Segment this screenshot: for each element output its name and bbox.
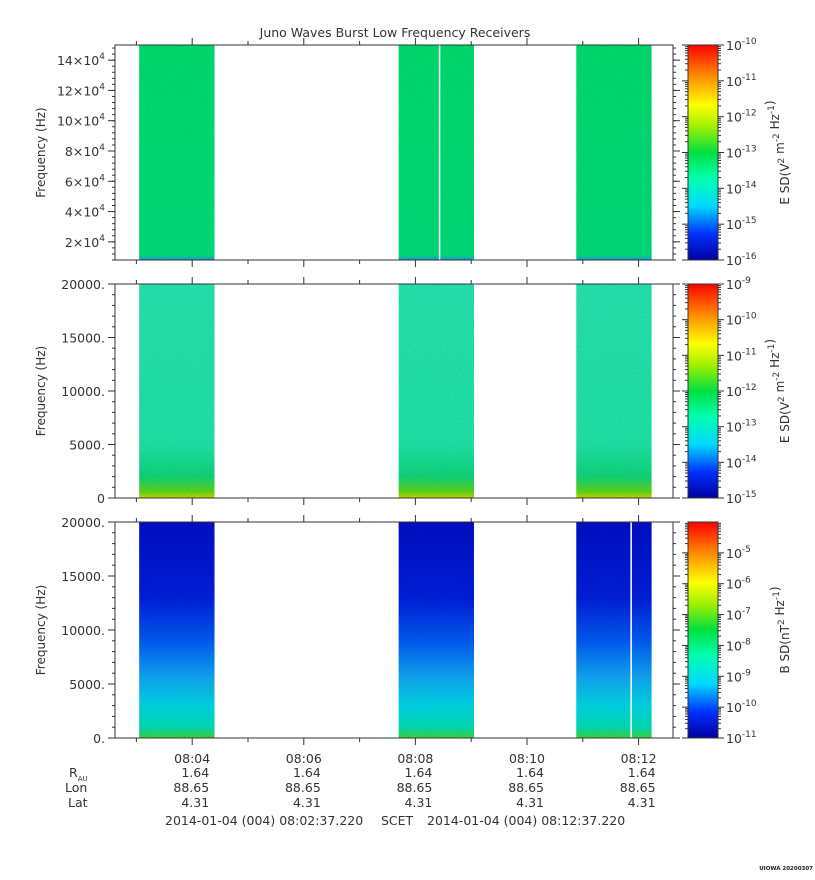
ytick-label-bottom: 0. bbox=[93, 731, 105, 746]
colorbar-label-middle: 10-12 bbox=[726, 383, 757, 399]
ephemeris-value: 88.65 bbox=[619, 780, 656, 795]
colorbar-label-middle: 10-9 bbox=[726, 276, 751, 292]
ephemeris-value: 4.31 bbox=[181, 795, 210, 810]
ephemeris-label-subscript: AU bbox=[77, 775, 88, 783]
zlabel-middle: E SD(V2 m-2 Hz-1) bbox=[763, 339, 792, 443]
ytick-label-bottom: 10000. bbox=[61, 623, 105, 638]
ytick-label-middle: 0 bbox=[97, 491, 105, 506]
colorbar-label-bottom: 10-10 bbox=[726, 699, 757, 715]
footer-end-time: 2014-01-04 (004) 08:12:37.220 bbox=[427, 813, 626, 828]
colorbar-label-bottom: 10-9 bbox=[726, 668, 751, 684]
spectrogram-texture-top-3 bbox=[576, 45, 652, 260]
colorbar-label-bottom: 10-8 bbox=[726, 637, 751, 653]
spectrogram-texture-top-1 bbox=[139, 45, 215, 260]
ephemeris-value: 88.65 bbox=[173, 780, 210, 795]
ephemeris-value: 1.64 bbox=[627, 765, 656, 780]
colorbar-label-top: 10-14 bbox=[726, 180, 757, 196]
colorbar-label-top: 10-11 bbox=[726, 73, 757, 89]
colorbar-label-middle: 10-14 bbox=[726, 454, 757, 470]
colorbar-label-bottom: 10-6 bbox=[726, 576, 751, 592]
ytick-label-bottom: 20000. bbox=[61, 515, 105, 530]
colorbar-label-bottom: 10-11 bbox=[726, 730, 757, 746]
xtick-label: 08:06 bbox=[286, 751, 322, 766]
footer-start-time: 2014-01-04 (004) 08:02:37.220 bbox=[165, 813, 364, 828]
ytick-label-top: 14×104 bbox=[57, 52, 105, 68]
ephemeris-value: 1.64 bbox=[404, 765, 433, 780]
colorbar-label-top: 10-15 bbox=[726, 216, 757, 232]
uiowa-stamp: UIOWA 20200307 bbox=[759, 866, 813, 872]
spectrogram-texture-bottom-1 bbox=[139, 522, 215, 738]
spectrogram-texture-bottom-2 bbox=[398, 522, 474, 738]
xtick-label: 08:10 bbox=[509, 751, 545, 766]
colorbar-label-top: 10-13 bbox=[726, 145, 757, 161]
ephemeris-value: 1.64 bbox=[516, 765, 544, 780]
ylabel-bottom: Frequency (Hz) bbox=[34, 585, 48, 676]
ephemeris-value: 4.31 bbox=[516, 795, 544, 810]
ytick-label-middle: 15000. bbox=[61, 331, 105, 346]
zlabel-bottom: B SD(nT2 Hz-1) bbox=[768, 586, 792, 673]
xtick-label: 08:04 bbox=[174, 751, 210, 766]
ytick-label-bottom: 5000. bbox=[69, 677, 105, 692]
ytick-label-top: 8×104 bbox=[65, 143, 105, 159]
chart-title: Juno Waves Burst Low Frequency Receivers bbox=[259, 25, 531, 40]
ylabel-middle: Frequency (Hz) bbox=[34, 346, 48, 437]
colorbar-label-top: 10-12 bbox=[726, 109, 757, 125]
colorbar-label-middle: 10-15 bbox=[726, 490, 757, 506]
ephemeris-value: 1.64 bbox=[181, 765, 210, 780]
colorbar-label-middle: 10-13 bbox=[726, 419, 757, 435]
ytick-label-bottom: 15000. bbox=[61, 569, 105, 584]
plot-frame-top bbox=[114, 44, 674, 261]
xtick-label: 08:08 bbox=[397, 751, 433, 766]
spectrogram-texture-middle-2 bbox=[398, 284, 474, 498]
ephemeris-value: 88.65 bbox=[396, 780, 433, 795]
ytick-label-middle: 20000. bbox=[61, 277, 105, 292]
ephemeris-value: 4.31 bbox=[627, 795, 656, 810]
spectrogram-texture-middle-3 bbox=[576, 284, 652, 498]
colorbar-bottom bbox=[687, 521, 719, 739]
panel-bottom: 0. 5000. 10000. 15000. 20000. Frequency (Hz) 1… bbox=[34, 515, 792, 746]
colorbar-label-top: 10-16 bbox=[726, 252, 757, 268]
ephemeris-value: 88.65 bbox=[508, 780, 544, 795]
spectrogram-texture-top-2 bbox=[398, 45, 474, 260]
spectrogram-texture-middle-1 bbox=[139, 284, 215, 498]
ytick-label-top: 10×104 bbox=[57, 113, 105, 129]
ytick-label-middle: 10000. bbox=[61, 384, 105, 399]
ephemeris-value: 1.64 bbox=[292, 765, 321, 780]
colorbar-middle bbox=[687, 283, 719, 499]
colorbar-top bbox=[687, 44, 719, 261]
panel-top: 2×104 4×104 6×104 8×104 10×104 12×104 14×104 Fr… bbox=[34, 37, 792, 268]
ylabel-top: Frequency (Hz) bbox=[34, 107, 48, 198]
footer-scet-label: SCET bbox=[381, 813, 414, 828]
ephemeris-label-r: RAU bbox=[69, 765, 88, 783]
ephemeris-value: 88.65 bbox=[284, 780, 321, 795]
colorbar-label-top: 10-10 bbox=[726, 37, 757, 53]
ephemeris-label-lon: Lon bbox=[65, 780, 88, 795]
colorbar-label-bottom: 10-5 bbox=[726, 545, 751, 561]
colorbar-label-middle: 10-11 bbox=[726, 347, 757, 363]
xtick-label: 08:12 bbox=[621, 751, 657, 766]
colorbar-label-bottom: 10-7 bbox=[726, 607, 751, 623]
ytick-label-middle: 5000. bbox=[69, 438, 105, 453]
colorbar-label-middle: 10-10 bbox=[726, 312, 757, 328]
ytick-label-top: 12×104 bbox=[57, 82, 105, 98]
spectrogram-texture-bottom-3 bbox=[576, 522, 652, 738]
ephemeris-label-lat: Lat bbox=[68, 795, 88, 810]
ytick-label-top: 6×104 bbox=[65, 173, 105, 189]
ephemeris-value: 4.31 bbox=[292, 795, 321, 810]
ytick-label-top: 4×104 bbox=[65, 204, 105, 220]
zlabel-top: E SD(V2 m-2 Hz-1) bbox=[763, 100, 792, 204]
panel-middle: 0 5000. 10000. 15000. 20000. Frequency (Hz) 10… bbox=[34, 276, 792, 506]
ephemeris-value: 4.31 bbox=[404, 795, 433, 810]
ytick-label-top: 2×104 bbox=[65, 234, 105, 250]
